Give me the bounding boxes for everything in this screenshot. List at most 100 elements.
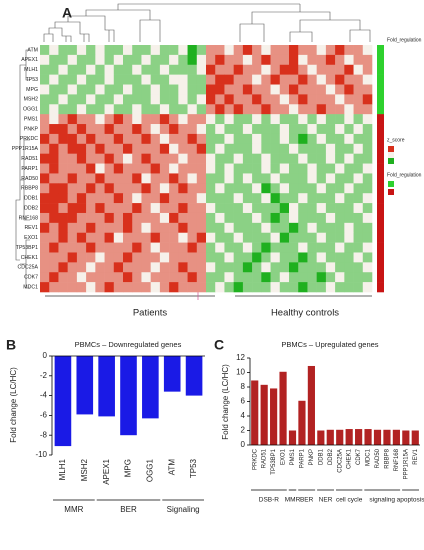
heatmap-cell: [40, 163, 50, 174]
y-tick-label: 2: [241, 426, 246, 435]
heatmap-cell: [270, 153, 281, 164]
heatmap-cell: [95, 143, 105, 154]
heatmap-cell: [169, 163, 179, 174]
heatmap-cell: [316, 163, 327, 174]
heatmap-cell: [307, 153, 317, 164]
heatmap-cell: [86, 212, 96, 224]
heatmap-cell: [261, 242, 271, 253]
heatmap-cell: [141, 104, 151, 115]
heatmap-cell: [279, 232, 290, 243]
heatmap-cell: [113, 232, 124, 243]
heatmap-cell: [187, 143, 198, 154]
heatmap-cell: [224, 133, 234, 145]
heatmap-cell: [86, 163, 96, 174]
bar: [260, 384, 268, 445]
y-tick-label: 12: [236, 353, 245, 362]
heatmap-cell: [159, 222, 170, 234]
heatmap-cell: [252, 232, 262, 243]
group-label: DSB-R: [259, 497, 280, 504]
heatmap-cell: [169, 84, 179, 95]
heatmap-cell: [233, 84, 244, 95]
heatmap-cell: [242, 282, 253, 293]
heatmap-cell: [353, 232, 364, 243]
heatmap-cell: [335, 54, 345, 66]
heatmap-cell: [242, 64, 253, 75]
heatmap-cell: [279, 133, 290, 145]
heatmap-cell: [40, 74, 50, 85]
heatmap-cell: [325, 114, 336, 125]
heatmap-cell: [141, 222, 151, 234]
heatmap-cell: [159, 84, 170, 95]
heatmap-cell: [86, 114, 96, 125]
heatmap-cell: [298, 133, 308, 145]
heatmap-cell: [86, 183, 96, 194]
heatmap-cell: [307, 282, 317, 293]
heatmap-cell: [76, 94, 87, 105]
heatmap-cell: [187, 183, 198, 194]
heatmap-cell: [224, 193, 234, 204]
heatmap-cell: [252, 45, 262, 56]
heatmap-cell: [123, 193, 133, 204]
heatmap-cell: [86, 222, 96, 234]
heatmap-cell: [141, 193, 151, 204]
heatmap-cell: [279, 183, 290, 194]
heatmap-cell: [76, 272, 87, 283]
heatmap-cell: [316, 153, 327, 164]
x-tick-label: PPP1R15A: [403, 449, 409, 479]
heatmap-cell: [67, 74, 78, 85]
heatmap-cell: [178, 262, 188, 273]
heatmap-cell: [95, 45, 105, 56]
heatmap-cell: [307, 94, 317, 105]
heatmap-cell: [206, 94, 216, 105]
heatmap-cell: [104, 64, 115, 75]
heatmap-cell: [67, 153, 78, 164]
heatmap-cell: [132, 143, 142, 154]
heatmap-cell: [196, 203, 207, 214]
heatmap-cell: [49, 222, 59, 234]
heatmap-cell: [49, 193, 59, 204]
heatmap-cell: [270, 203, 281, 214]
heatmap-cell: [196, 74, 207, 85]
fold-regulation-cell: [377, 163, 384, 174]
heatmap-cell: [40, 222, 50, 234]
heatmap-cell: [242, 272, 253, 283]
heatmap-cell: [215, 272, 225, 283]
legend-swatch: [388, 181, 394, 187]
row-label: MSH2: [24, 97, 39, 103]
heatmap-cell: [132, 54, 142, 66]
heatmap-cell: [206, 74, 216, 85]
heatmap-cell: [150, 183, 161, 194]
heatmap-cell: [344, 222, 354, 234]
heatmap-cell: [150, 124, 161, 135]
heatmap-cell: [316, 124, 327, 135]
heatmap-cell: [325, 104, 336, 115]
heatmap-cell: [233, 282, 244, 293]
heatmap-cell: [362, 262, 373, 273]
heatmap-cell: [316, 282, 327, 293]
heatmap-cell: [104, 232, 115, 243]
heatmap-cell: [270, 133, 281, 145]
heatmap-cell: [169, 222, 179, 234]
heatmap-cell: [252, 94, 262, 105]
heatmap-cell: [104, 124, 115, 135]
heatmap-cell: [159, 183, 170, 194]
heatmap-cell: [123, 94, 133, 105]
heatmap-cell: [242, 124, 253, 135]
heatmap-cell: [335, 232, 345, 243]
heatmap-cell: [261, 222, 271, 234]
fold-regulation-cell: [377, 252, 384, 263]
heatmap-cell: [316, 193, 327, 204]
fold-regulation-cell: [377, 54, 384, 66]
heatmap-cell: [362, 45, 373, 56]
heatmap-cell: [187, 173, 198, 184]
heatmap-cell: [196, 193, 207, 204]
heatmap-cell: [159, 153, 170, 164]
heatmap-cell: [316, 143, 327, 154]
heatmap-cell: [215, 173, 225, 184]
heatmap-cell: [307, 222, 317, 234]
heatmap-cell: [215, 153, 225, 164]
heatmap-cell: [252, 114, 262, 125]
heatmap-cell: [298, 272, 308, 283]
heatmap-cell: [335, 64, 345, 75]
heatmap-cell: [58, 84, 68, 95]
